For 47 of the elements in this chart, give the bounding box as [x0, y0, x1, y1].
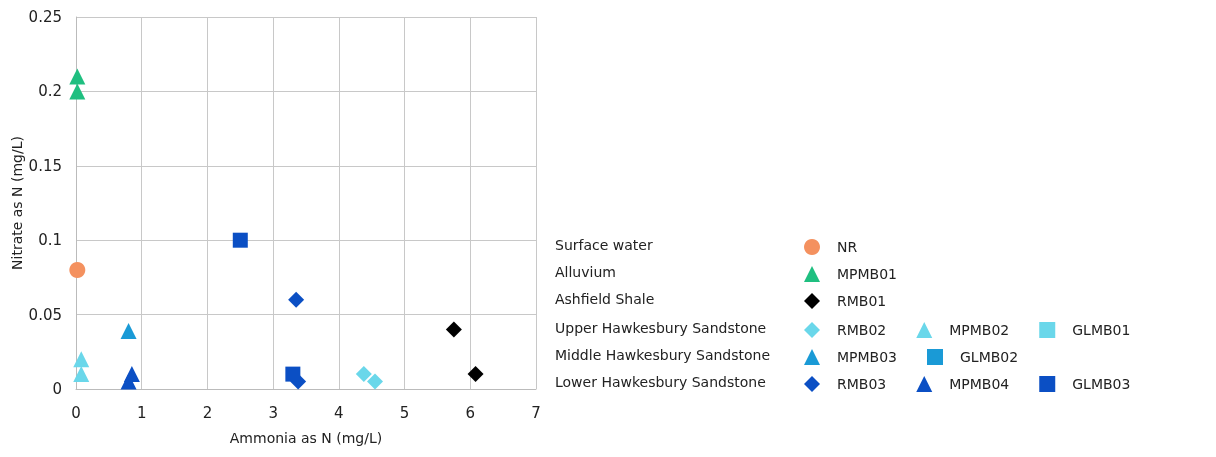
- point: [69, 83, 86, 100]
- legend-label: NR: [837, 239, 858, 255]
- text: Lower Hawkesbury Sandstone: [555, 374, 766, 390]
- y-tick-label: 0.1: [38, 231, 62, 250]
- point: [285, 366, 301, 382]
- legend-label: MPMB02: [949, 322, 1010, 338]
- y-tick-label: 0: [52, 380, 62, 398]
- point: [69, 68, 86, 85]
- point: [73, 366, 90, 383]
- legend-label: MPMB04: [949, 376, 1010, 392]
- legend-label: RMB02: [837, 322, 887, 338]
- point: [288, 291, 305, 308]
- point: [367, 373, 383, 390]
- x-tick-label: 6: [465, 403, 476, 422]
- legend-label: MPMB01: [837, 266, 898, 282]
- x-tick-label: 1: [136, 403, 147, 422]
- text: Surface water: [555, 237, 653, 253]
- x-tick-label: 5: [399, 403, 410, 422]
- x-tick-label: 7: [531, 403, 541, 422]
- y-axis-title: Nitrate as N (mg/L): [9, 136, 25, 270]
- point: [355, 366, 372, 383]
- text: Ashfield Shale: [555, 291, 655, 307]
- y-tick-label: 0.2: [38, 82, 62, 101]
- y-tick-label: 0.15: [28, 156, 62, 175]
- point: [73, 351, 90, 368]
- x-tick-label: 3: [268, 403, 278, 422]
- text: Middle Hawkesbury Sandstone: [555, 347, 771, 363]
- legend-label: GLMB02: [960, 349, 1019, 365]
- point: [232, 232, 248, 248]
- point: [69, 261, 86, 278]
- x-tick-label: 0: [71, 403, 81, 422]
- text: Alluvium: [555, 264, 616, 280]
- legend-label: RMB01: [837, 293, 887, 309]
- legend-label: GLMB03: [1072, 376, 1131, 392]
- point: [467, 366, 484, 383]
- x-axis-title: Ammonia as N (mg/L): [229, 430, 383, 446]
- point: [120, 322, 137, 339]
- text: Upper Hawkesbury Sandstone: [555, 320, 767, 336]
- point: [123, 366, 140, 383]
- legend-label: GLMB01: [1072, 322, 1131, 338]
- point: [445, 321, 462, 338]
- x-tick-label: 4: [334, 403, 344, 422]
- x-tick-label: 2: [202, 403, 213, 422]
- y-tick-label: 0.25: [28, 8, 62, 26]
- y-tick-label: 0.05: [28, 305, 62, 324]
- legend-label: MPMB03: [837, 349, 898, 365]
- legend-label: RMB03: [837, 376, 887, 392]
